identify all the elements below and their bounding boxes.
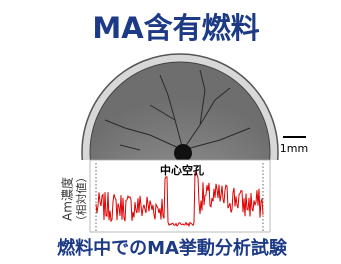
y-label: （相対値） xyxy=(74,172,88,227)
y-label: Am濃度 xyxy=(60,177,75,221)
figure: MA含有燃料 1mm 中心空孔 Am濃度 （相対値） 燃料中でのMA挙動分析試験 xyxy=(0,0,341,264)
caption: 燃料中でのMA挙動分析試験 xyxy=(57,237,288,259)
scale-label: 1mm xyxy=(280,142,308,155)
title: MA含有燃料 xyxy=(92,11,259,45)
annotation: 中心空孔 xyxy=(160,163,204,177)
